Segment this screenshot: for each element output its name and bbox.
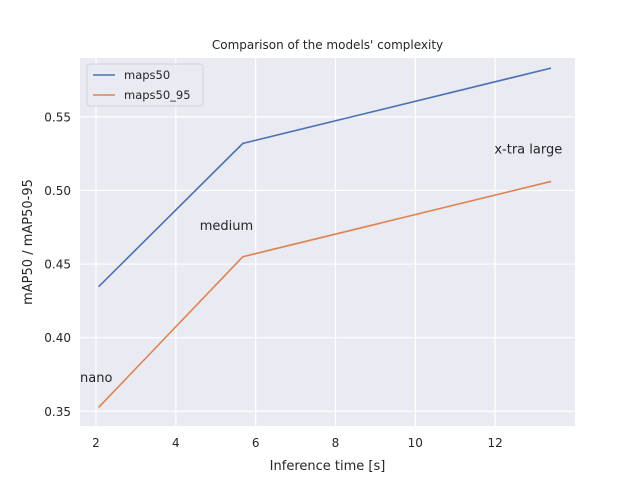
annotation-label: nano bbox=[80, 371, 112, 386]
x-tick-label: 6 bbox=[252, 436, 260, 450]
y-axis-label: mAP50 / mAP50-95 bbox=[21, 179, 36, 305]
x-tick-label: 12 bbox=[488, 436, 503, 450]
grid-lines bbox=[80, 58, 575, 426]
annotation-label: medium bbox=[200, 219, 253, 234]
x-tick-labels: 2 4 6 8 10 12 bbox=[92, 436, 503, 450]
x-tick-label: 4 bbox=[172, 436, 180, 450]
x-tick-label: 2 bbox=[92, 436, 100, 450]
series-line-maps50_95 bbox=[98, 180, 552, 408]
x-tick-label: 8 bbox=[332, 436, 340, 450]
x-tick-label: 10 bbox=[408, 436, 423, 450]
series-lines bbox=[98, 67, 552, 408]
y-tick-label: 0.45 bbox=[44, 258, 71, 272]
y-tick-label: 0.55 bbox=[44, 110, 71, 124]
x-axis-label: Inference time [s] bbox=[270, 459, 386, 474]
legend-label-maps50: maps50 bbox=[124, 68, 170, 82]
annotations: nano medium x-tra large bbox=[80, 143, 562, 386]
series-line-maps50 bbox=[98, 67, 552, 288]
y-tick-labels: 0.35 0.40 0.45 0.50 0.55 bbox=[44, 110, 71, 418]
legend-label-maps50_95: maps50_95 bbox=[124, 88, 191, 102]
plot-area bbox=[80, 58, 575, 426]
y-tick-label: 0.50 bbox=[44, 184, 71, 198]
legend-box bbox=[86, 63, 204, 107]
legend: maps50 maps50_95 bbox=[86, 63, 204, 107]
y-tick-label: 0.35 bbox=[44, 405, 71, 419]
annotation-label: x-tra large bbox=[494, 143, 562, 158]
chart-title: Comparison of the models' complexity bbox=[212, 38, 443, 52]
y-tick-label: 0.40 bbox=[44, 331, 71, 345]
